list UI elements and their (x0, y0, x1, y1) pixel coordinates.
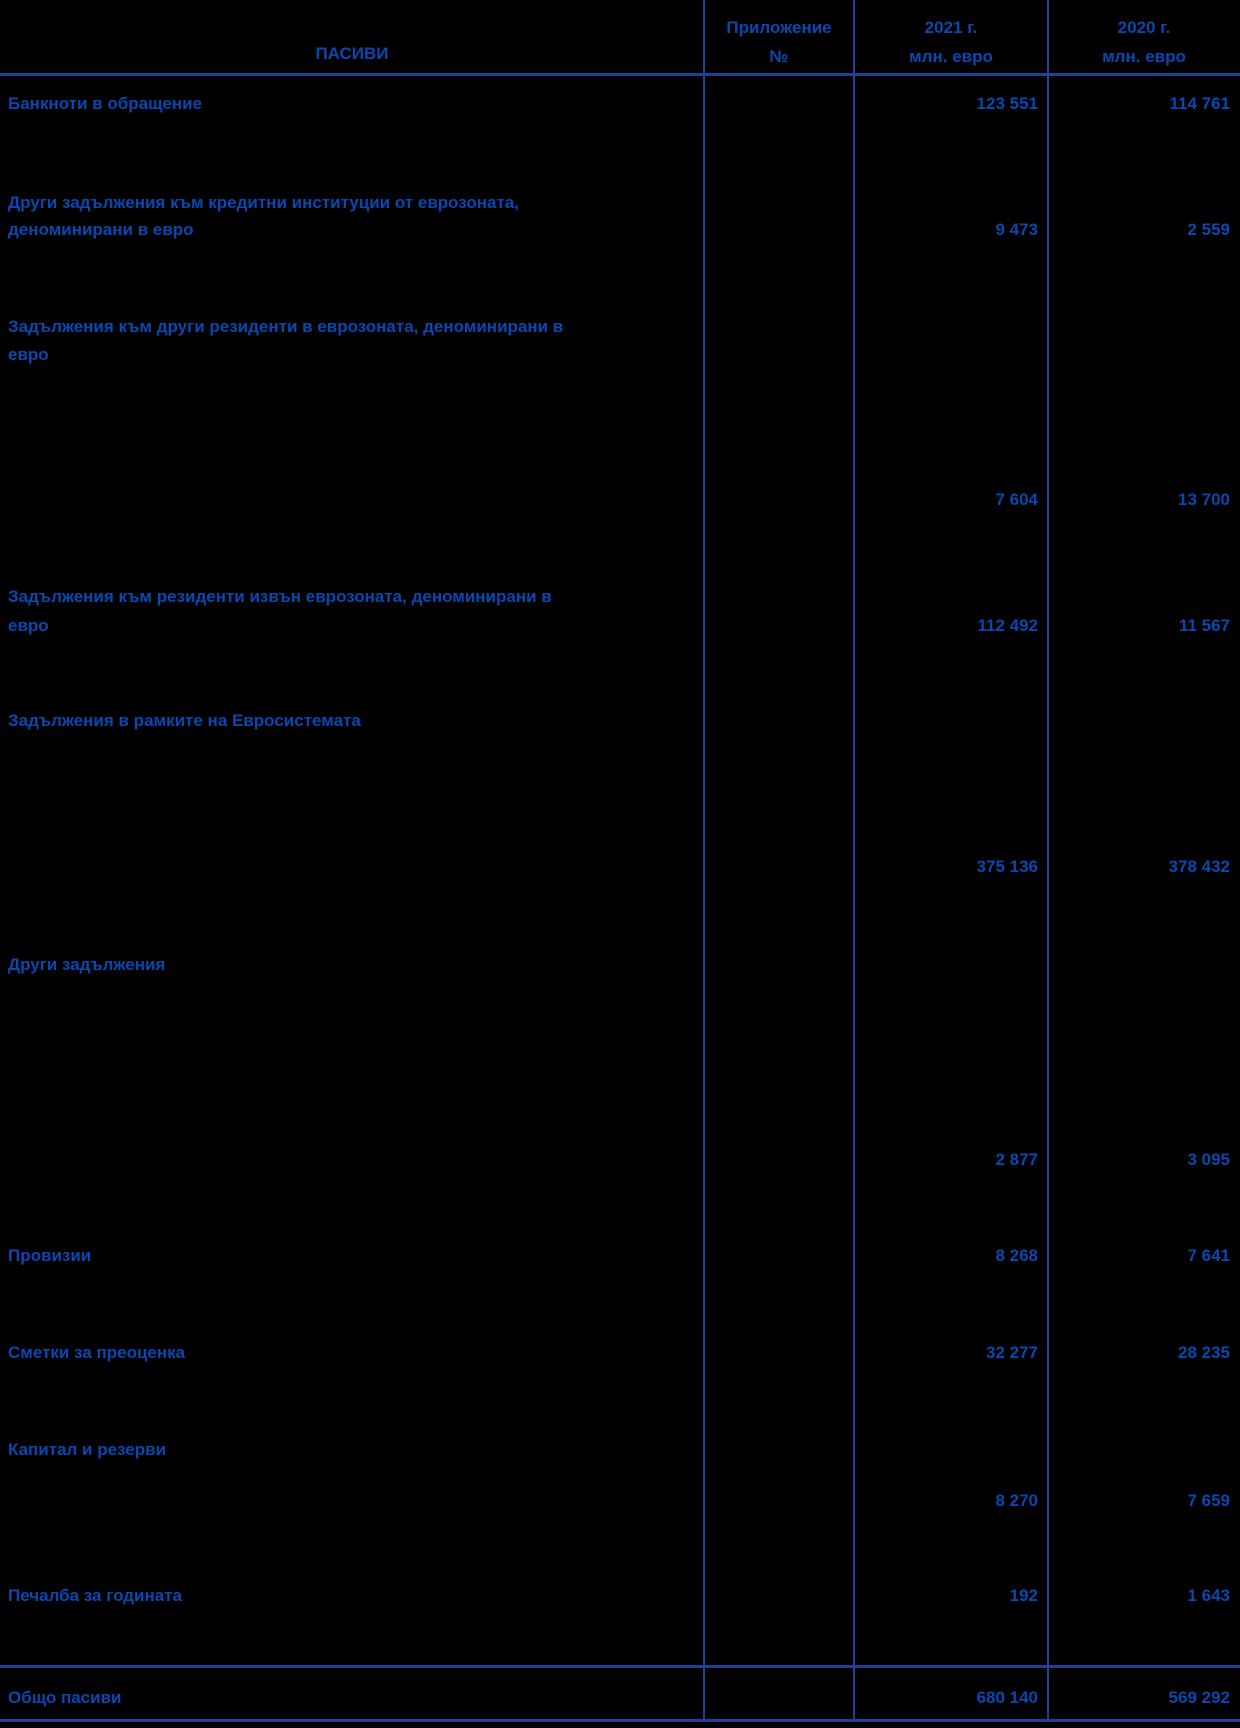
value-2021-provisions: 8 268 (995, 1246, 1038, 1265)
header-divider (0, 73, 1240, 76)
total-divider (0, 1665, 1240, 1668)
value-2021-liabilities-other-residents: 7 604 (995, 490, 1038, 509)
value-2020-profit-for-year: 1 643 (1187, 1586, 1230, 1605)
annex-column-header: Приложение № (706, 13, 852, 71)
row-label-liabilities-other-residents-line2: евро (8, 345, 49, 364)
value-2021-other-liabilities: 2 877 (995, 1150, 1038, 1169)
year-2021-header-line1: 2021 г. (924, 18, 978, 37)
column-divider-2 (853, 0, 855, 1722)
column-divider-1 (703, 0, 705, 1722)
row-label-liabilities-other-residents-line1: Задължения към други резиденти в еврозон… (8, 317, 564, 336)
row-label-other-liabilities: Други задължения (8, 955, 166, 974)
value-2020-capital-reserves: 7 659 (1187, 1491, 1230, 1510)
value-2020-provisions: 7 641 (1187, 1246, 1230, 1265)
value-2021-capital-reserves: 8 270 (995, 1491, 1038, 1510)
value-2020-liabilities-non-euro-residents: 11 567 (1178, 616, 1230, 635)
year-2021-header-line2: млн. евро (909, 47, 993, 66)
row-label-liabilities-non-euro-residents-line1: Задължения към резиденти извън еврозонат… (8, 587, 552, 606)
row-label-liabilities-non-euro-residents-line2: евро (8, 616, 49, 635)
year-2021-column-header: 2021 г. млн. евро (856, 13, 1046, 71)
value-2021-profit-for-year: 192 (1009, 1586, 1038, 1605)
year-2020-header-line2: млн. евро (1102, 47, 1186, 66)
value-2020-other-liabilities: 3 095 (1187, 1150, 1230, 1169)
value-2021-intra-eurosystem: 375 136 (976, 857, 1038, 876)
row-label-total-liabilities: Общо пасиви (8, 1688, 122, 1707)
annex-header-line1: Приложение (726, 18, 832, 37)
row-label-banknotes: Банкноти в обращение (8, 94, 203, 113)
row-label-revaluation-accounts: Сметки за преоценка (8, 1343, 186, 1362)
value-2020-revaluation-accounts: 28 235 (1178, 1343, 1230, 1362)
row-label-liabilities-credit-institutions-line1: Други задължения към кредитни институции… (8, 193, 519, 212)
row-label-provisions: Провизии (8, 1246, 92, 1265)
value-2021-revaluation-accounts: 32 277 (986, 1343, 1038, 1362)
value-2021-liabilities-non-euro-residents: 112 492 (977, 616, 1038, 635)
value-2021-banknotes: 123 551 (976, 94, 1038, 113)
year-2020-header-line1: 2020 г. (1117, 18, 1171, 37)
liabilities-column-header: ПАСИВИ (315, 44, 389, 63)
row-label-capital-reserves: Капитал и резерви (8, 1440, 167, 1459)
value-2020-total-liabilities: 569 292 (1168, 1688, 1230, 1707)
value-2020-intra-eurosystem: 378 432 (1168, 857, 1230, 876)
value-2020-banknotes: 114 761 (1169, 94, 1230, 113)
value-2020-liabilities-credit-institutions: 2 559 (1187, 220, 1230, 239)
bottom-border (0, 1719, 1240, 1722)
row-label-profit-for-year: Печалба за годината (8, 1586, 182, 1605)
value-2020-liabilities-other-residents: 13 700 (1178, 490, 1230, 509)
value-2021-total-liabilities: 680 140 (976, 1688, 1038, 1707)
row-label-liabilities-credit-institutions-line2: деноминирани в евро (8, 220, 194, 239)
value-2021-liabilities-credit-institutions: 9 473 (995, 220, 1038, 239)
column-divider-3 (1047, 0, 1049, 1722)
row-label-intra-eurosystem: Задължения в рамките на Евросистемата (8, 711, 361, 730)
annex-header-line2: № (769, 47, 789, 66)
year-2020-column-header: 2020 г. млн. евро (1050, 13, 1238, 71)
